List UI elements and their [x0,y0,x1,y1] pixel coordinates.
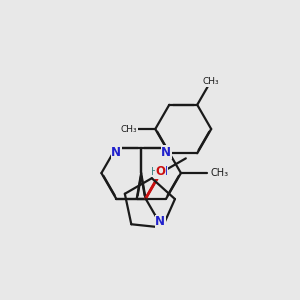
Text: N: N [155,215,165,228]
Text: N: N [161,146,171,158]
Text: CH₃: CH₃ [121,124,137,134]
Text: CH₃: CH₃ [211,168,229,178]
Text: O: O [155,165,165,178]
Text: CH₃: CH₃ [202,77,219,86]
Text: H: H [151,167,159,177]
Text: N: N [111,146,121,158]
Text: N: N [158,165,168,178]
